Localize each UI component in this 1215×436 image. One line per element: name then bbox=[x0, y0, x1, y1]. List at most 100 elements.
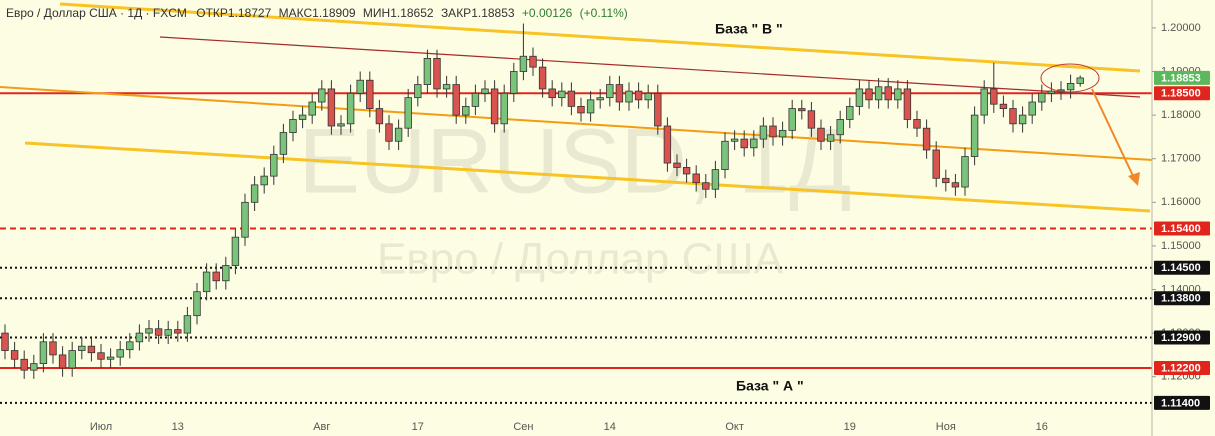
header: Евро / Доллар США · 1Д · FXCM ОТКР1.1872… bbox=[6, 6, 628, 20]
candle-body bbox=[730, 138, 739, 142]
watermark: EURUSD, 1Д bbox=[298, 110, 851, 212]
x-tick-label: 17 bbox=[412, 421, 424, 433]
watermark: Евро / Доллар США bbox=[377, 235, 784, 284]
level-badge bbox=[1154, 86, 1210, 101]
candle-body bbox=[951, 182, 960, 188]
y-tick-label: 1.15000 bbox=[1161, 240, 1201, 252]
candle-body bbox=[682, 167, 691, 175]
candle-body bbox=[855, 88, 864, 107]
y-tick-label: 1.16000 bbox=[1161, 196, 1201, 208]
candle-body bbox=[308, 101, 316, 116]
candle-body bbox=[615, 84, 624, 103]
candle-body bbox=[174, 329, 182, 334]
y-tick-label: 1.18000 bbox=[1161, 109, 1201, 121]
candle-body bbox=[250, 184, 259, 203]
candle-body bbox=[260, 175, 268, 186]
level-label: 1.14500 bbox=[1161, 262, 1201, 274]
candle-body bbox=[846, 105, 854, 120]
candle-body bbox=[462, 105, 470, 116]
candle-body bbox=[366, 79, 374, 109]
candle-body bbox=[193, 291, 201, 317]
candle-body bbox=[567, 90, 576, 107]
candle-body bbox=[222, 265, 230, 282]
candle-body bbox=[58, 354, 67, 369]
last-price-label: 1.18853 bbox=[1161, 72, 1201, 84]
candle-body bbox=[442, 84, 451, 90]
candle-body bbox=[558, 90, 566, 99]
candle-body bbox=[135, 332, 144, 343]
candle-body bbox=[154, 328, 163, 336]
candle-body bbox=[87, 345, 96, 354]
level-label: 1.11400 bbox=[1161, 397, 1200, 409]
level-label: 1.13800 bbox=[1161, 293, 1201, 305]
x-tick-label: Сен bbox=[513, 421, 533, 433]
candle-body bbox=[452, 84, 460, 116]
x-tick-label: 13 bbox=[172, 421, 184, 433]
highlight-ellipse bbox=[1040, 63, 1100, 93]
ohlc-value: 1.18853 bbox=[471, 6, 515, 20]
y-tick-label: 1.20000 bbox=[1161, 22, 1201, 34]
candle-body bbox=[298, 114, 307, 120]
candle-body bbox=[481, 88, 489, 94]
trendline bbox=[24, 141, 1151, 213]
candle-body bbox=[68, 350, 76, 369]
candle-body bbox=[1, 332, 9, 351]
arrow bbox=[1091, 88, 1135, 179]
candle-body bbox=[126, 341, 134, 351]
candle-body bbox=[356, 79, 364, 94]
candle-body bbox=[654, 92, 662, 127]
candle-body bbox=[836, 119, 844, 136]
candle-body bbox=[961, 156, 969, 188]
candle-body bbox=[999, 103, 1008, 109]
candle-body bbox=[231, 236, 240, 266]
candle-body bbox=[865, 88, 873, 101]
candle-body bbox=[78, 345, 86, 351]
candle-body bbox=[874, 86, 883, 101]
candle-body bbox=[740, 138, 748, 149]
candle-body bbox=[894, 88, 902, 101]
candle-body bbox=[385, 123, 393, 142]
candle-body bbox=[49, 341, 57, 356]
candle-body bbox=[241, 201, 249, 238]
candle-body bbox=[721, 140, 729, 171]
change: +0.00126 bbox=[522, 6, 573, 20]
candle-body bbox=[375, 108, 384, 125]
trendlines bbox=[0, 2, 1153, 213]
candle-body bbox=[884, 86, 892, 101]
candle-body bbox=[1047, 90, 1056, 94]
candle-body bbox=[337, 123, 345, 127]
candle-body bbox=[414, 84, 422, 99]
trendline bbox=[59, 2, 1141, 73]
candle-body bbox=[769, 125, 777, 138]
x-tick-label: Окт bbox=[725, 421, 744, 433]
candle-body bbox=[817, 127, 825, 142]
annotation: База " А " bbox=[736, 378, 804, 394]
ohlc-label: ОТКР bbox=[196, 6, 228, 20]
candle-body bbox=[644, 92, 652, 101]
x-tick-label: 14 bbox=[604, 421, 616, 433]
candle-body bbox=[788, 108, 796, 131]
x-tick-label: Ноя bbox=[936, 421, 956, 433]
candle-body bbox=[673, 162, 681, 168]
candle-body bbox=[577, 105, 585, 114]
level-badge bbox=[1154, 395, 1210, 410]
candle-body bbox=[471, 92, 480, 107]
candle-body bbox=[318, 88, 326, 103]
candle-body bbox=[212, 271, 220, 282]
candle-body bbox=[826, 134, 835, 142]
candle-body bbox=[327, 88, 336, 127]
ohlc-value: 1.18909 bbox=[312, 6, 356, 20]
change-pct: (+0.11%) bbox=[580, 6, 628, 20]
candle-body bbox=[903, 88, 912, 120]
candle-body bbox=[289, 119, 297, 133]
ohlc-value: 1.18652 bbox=[390, 6, 434, 20]
candle-body bbox=[423, 58, 432, 85]
candle-body bbox=[798, 108, 806, 112]
candle-body bbox=[433, 58, 441, 90]
arrow-head bbox=[1128, 172, 1140, 186]
levels bbox=[0, 92, 1152, 404]
level-label: 1.12200 bbox=[1161, 362, 1201, 374]
candle-body bbox=[1009, 108, 1017, 125]
